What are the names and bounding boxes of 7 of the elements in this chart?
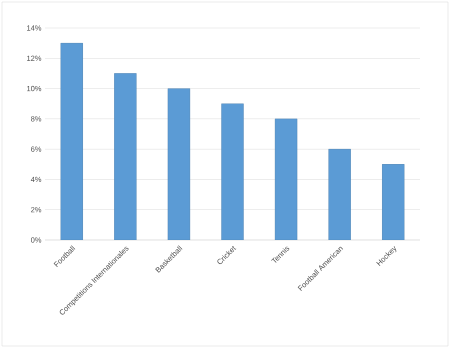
- bar: [382, 164, 404, 240]
- bar: [114, 73, 137, 240]
- bar: [60, 42, 83, 240]
- bar: [274, 118, 298, 240]
- bar: [168, 88, 190, 240]
- bar: [221, 104, 244, 240]
- bar: [328, 148, 351, 240]
